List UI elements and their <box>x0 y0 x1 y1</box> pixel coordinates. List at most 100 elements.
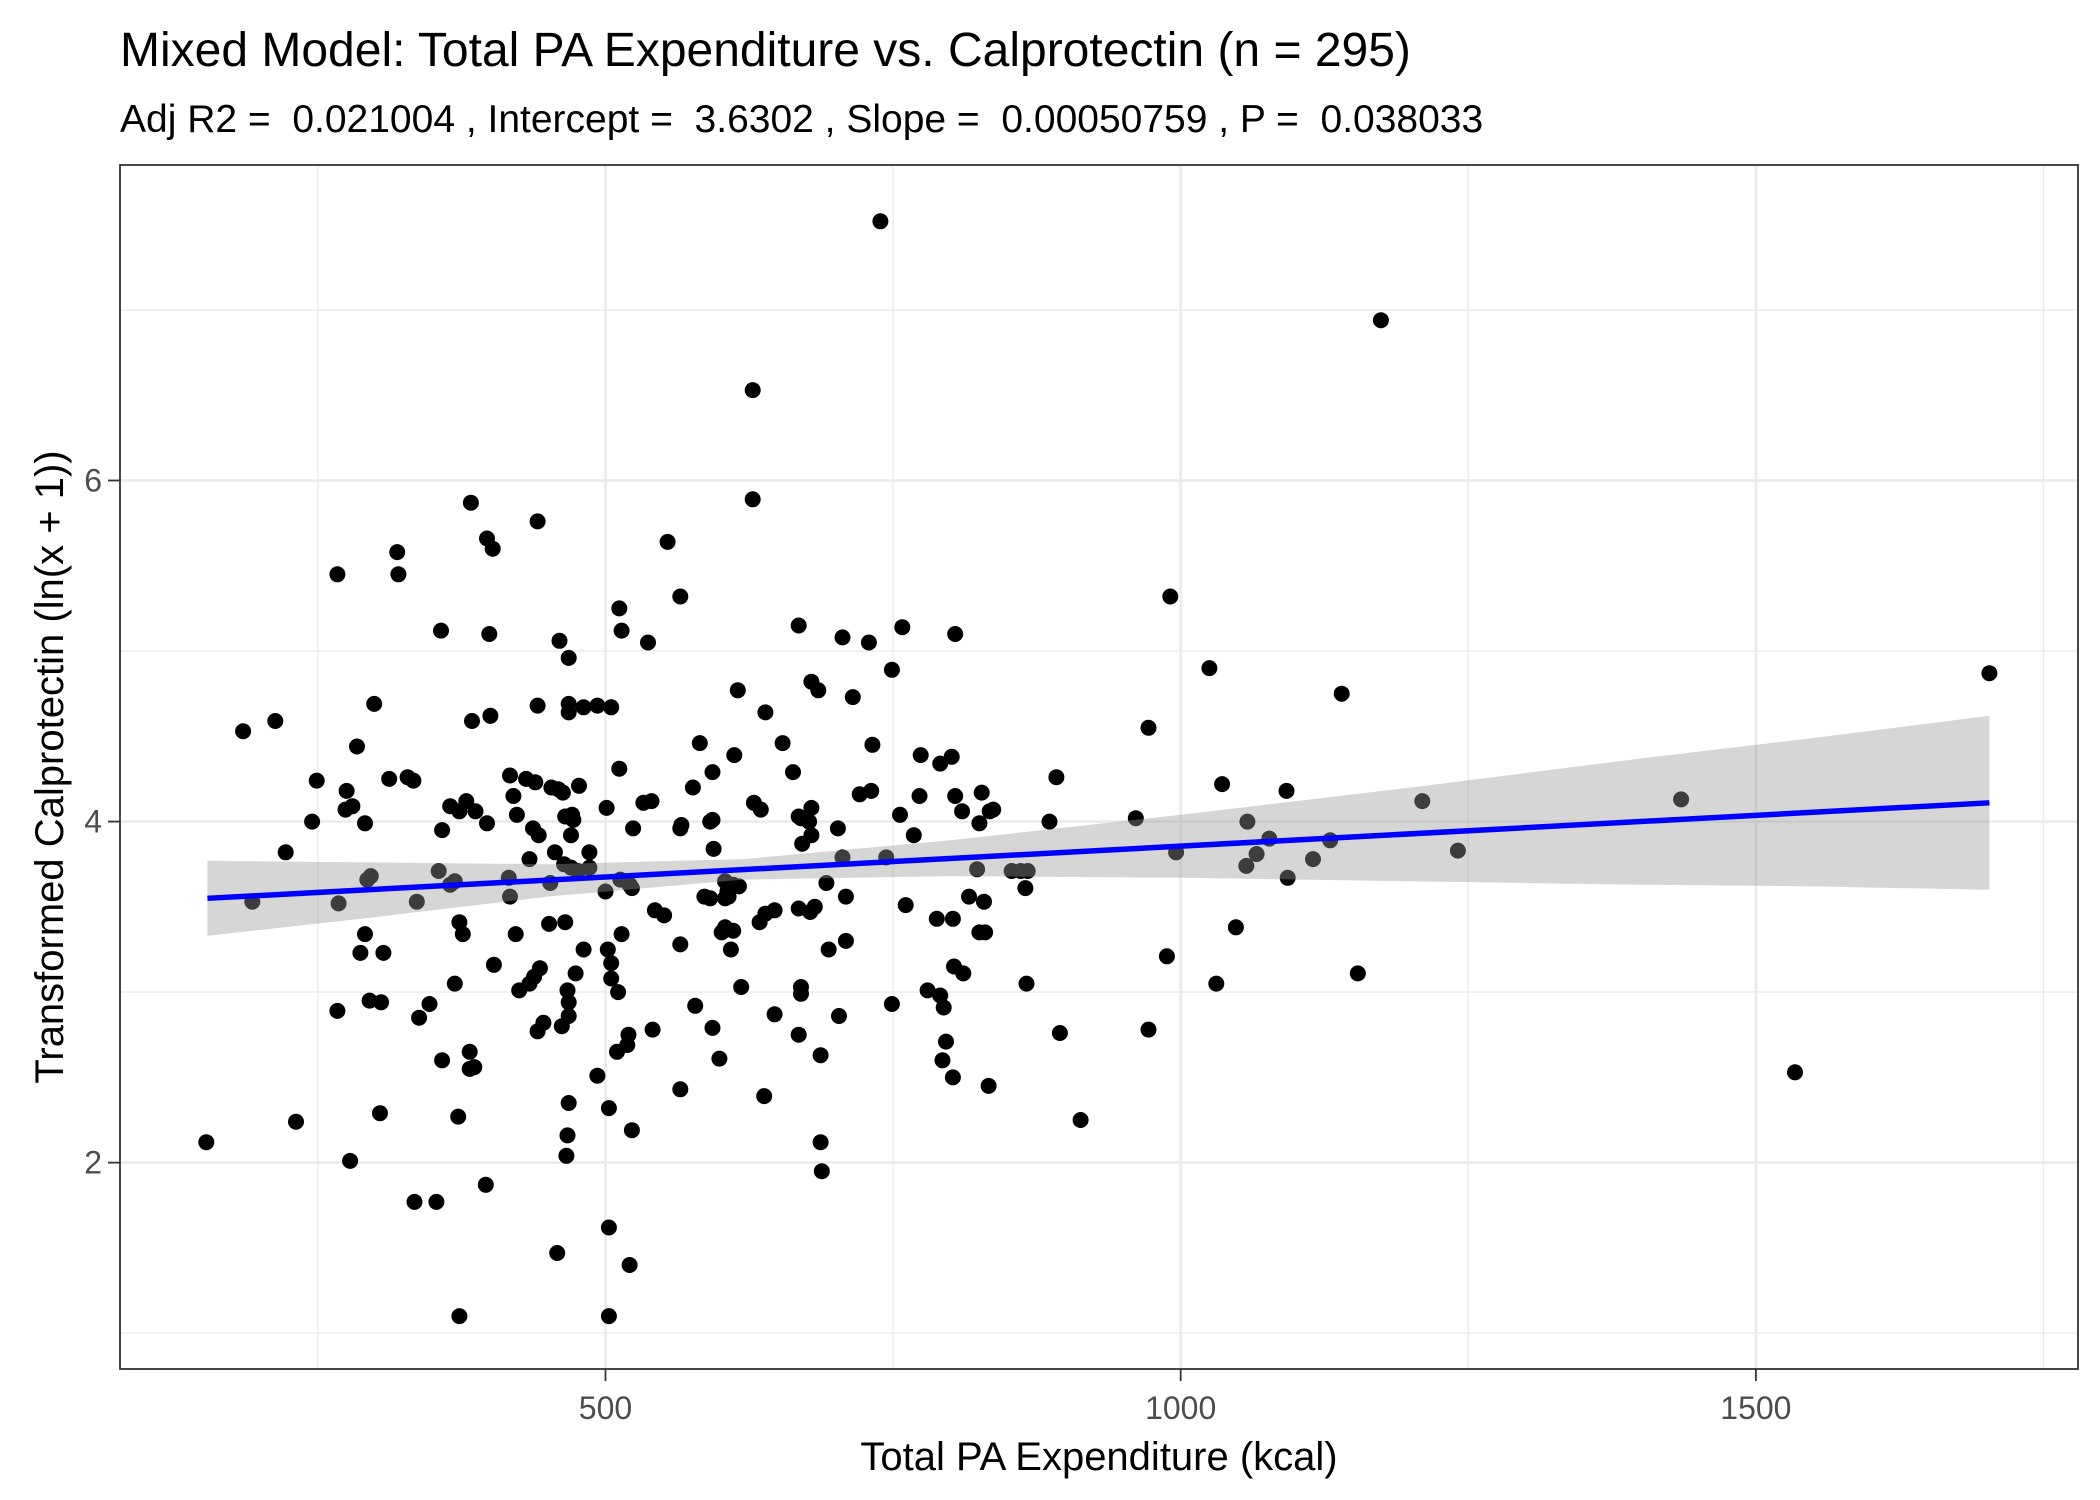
data-point <box>357 815 373 832</box>
data-point <box>366 695 383 712</box>
x-tick-label: 1500 <box>1720 1390 1791 1426</box>
data-point <box>462 494 479 511</box>
y-axis: 2 4 6 <box>84 462 120 1181</box>
data-point <box>744 382 761 399</box>
data-point <box>581 859 598 876</box>
data-point <box>980 1077 997 1094</box>
data-point <box>563 827 579 844</box>
data-point <box>961 888 977 905</box>
data-point <box>600 1219 617 1236</box>
data-point <box>430 863 447 879</box>
data-point <box>235 723 252 740</box>
data-point <box>793 985 809 1002</box>
data-point <box>338 782 355 799</box>
data-point <box>329 566 346 583</box>
data-point <box>919 982 936 999</box>
data-point <box>342 1152 359 1169</box>
data-point <box>766 902 783 919</box>
data-point <box>744 491 761 508</box>
data-point <box>938 1033 954 1050</box>
data-point <box>911 788 928 804</box>
data-point <box>454 926 471 943</box>
data-point <box>529 697 546 714</box>
data-point <box>505 788 522 804</box>
data-point <box>389 544 406 561</box>
data-point <box>672 936 689 953</box>
data-point <box>559 982 576 999</box>
grid-minor <box>120 165 2078 1369</box>
data-point <box>481 626 498 642</box>
data-point <box>464 713 480 729</box>
data-point <box>508 806 525 823</box>
data-point <box>1787 1064 1803 1081</box>
data-point <box>813 1163 830 1180</box>
data-point <box>406 1193 423 1210</box>
data-point <box>640 634 656 651</box>
data-point <box>944 910 961 927</box>
data-point <box>897 897 914 914</box>
data-point <box>705 840 722 857</box>
data-point <box>1278 782 1295 799</box>
data-point <box>1018 975 1035 992</box>
data-point <box>304 813 321 830</box>
data-point <box>560 994 577 1011</box>
y-tick-label: 2 <box>84 1145 102 1181</box>
data-point <box>812 1134 829 1151</box>
data-point <box>932 987 949 1004</box>
data-point <box>751 914 768 931</box>
data-point <box>1227 919 1244 936</box>
data-point <box>790 1026 807 1043</box>
data-point <box>411 1009 428 1026</box>
data-point <box>851 786 868 803</box>
data-point <box>349 738 365 755</box>
data-point <box>672 588 689 605</box>
data-point <box>546 844 563 861</box>
data-point <box>704 811 721 828</box>
data-point <box>757 704 774 721</box>
data-point <box>357 926 373 943</box>
data-point <box>530 827 547 844</box>
data-point <box>352 944 369 961</box>
data-point <box>549 1245 566 1261</box>
data-point <box>559 1127 576 1144</box>
chart-title: Mixed Model: Total PA Expenditure vs. Ca… <box>120 24 1411 77</box>
data-point <box>1162 588 1179 605</box>
data-point <box>1140 719 1157 736</box>
data-point <box>1041 813 1058 830</box>
data-point <box>1048 769 1065 786</box>
chart-subtitle: Adj R2 = 0.021004 , Intercept = 3.6302 ,… <box>120 98 1483 141</box>
x-tick-label: 1000 <box>1145 1390 1216 1426</box>
data-point <box>521 851 538 868</box>
data-point <box>1239 813 1256 830</box>
data-point <box>810 682 827 699</box>
data-point <box>726 747 743 764</box>
data-point <box>829 820 846 837</box>
data-point <box>554 784 571 801</box>
regression-line-path <box>207 800 1990 902</box>
data-point <box>405 772 422 789</box>
data-point <box>659 533 676 550</box>
data-point <box>421 996 438 1012</box>
data-point <box>969 861 986 878</box>
data-point <box>362 868 379 885</box>
data-point <box>599 941 616 958</box>
data-point <box>985 801 1002 818</box>
data-point <box>529 1023 546 1040</box>
plot-panel <box>120 165 2078 1369</box>
data-point <box>785 764 801 781</box>
x-tick-label: 500 <box>579 1390 632 1426</box>
data-point <box>1127 810 1144 827</box>
data-point <box>551 632 568 649</box>
x-axis: 500 1000 1500 <box>579 1369 1791 1426</box>
y-axis-label: Transformed Calprotectin (ln(x + 1)) <box>28 450 72 1083</box>
data-point <box>1208 975 1225 992</box>
data-point <box>793 810 809 827</box>
data-point <box>883 661 900 678</box>
data-point <box>277 844 294 861</box>
grid-major <box>120 165 2078 1369</box>
data-point <box>864 736 881 753</box>
data-point <box>943 748 960 765</box>
data-point <box>1333 685 1350 702</box>
data-point <box>717 890 734 907</box>
data-point <box>644 1021 661 1038</box>
